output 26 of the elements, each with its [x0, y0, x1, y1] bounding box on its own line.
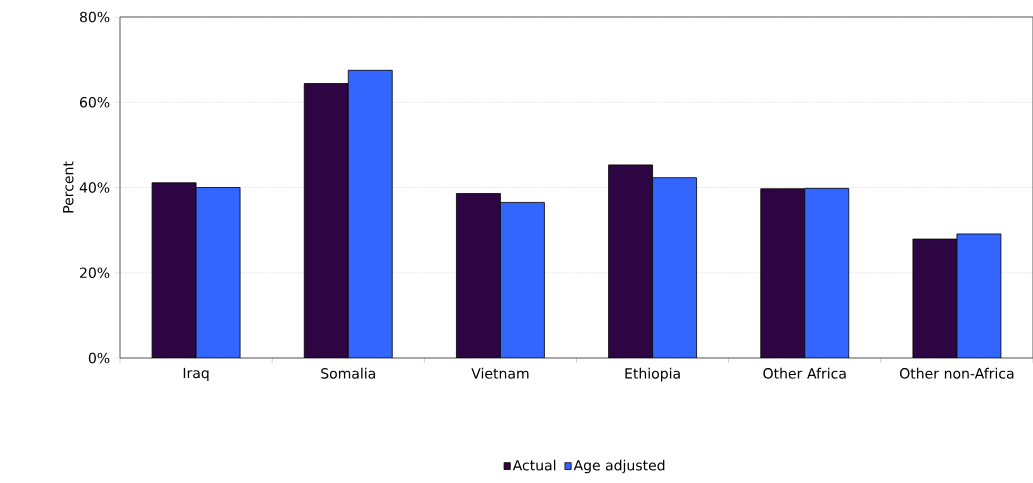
bar [456, 193, 501, 358]
x-tick-label: Other non-Africa [900, 367, 1014, 379]
x-tick-label: Somalia [321, 367, 376, 379]
y-tick-label: 60% [80, 96, 110, 108]
y-tick-label: 0% [88, 352, 110, 364]
bar [347, 69, 393, 358]
legend-label: Actual [512, 459, 556, 471]
y-tick-label: 20% [80, 267, 110, 279]
bar [608, 164, 653, 358]
bar [195, 187, 241, 358]
bar [956, 233, 1002, 358]
x-tick-label: Other Africa [763, 367, 846, 379]
x-tick-label: Ethiopia [625, 367, 680, 382]
bar [912, 238, 958, 358]
bar [303, 83, 349, 358]
legend-label: Age adjusted [573, 459, 665, 474]
x-tick-label: Iraq [183, 367, 209, 381]
bar [760, 188, 806, 358]
y-tick-label: 80% [79, 11, 110, 23]
bar [151, 182, 197, 358]
y-axis-title: Percent [63, 161, 74, 213]
x-tick-label: Vietnam [471, 367, 529, 379]
bar [804, 187, 850, 358]
bar [500, 202, 545, 358]
y-tick-label: 40% [79, 182, 110, 193]
bar [652, 177, 697, 358]
